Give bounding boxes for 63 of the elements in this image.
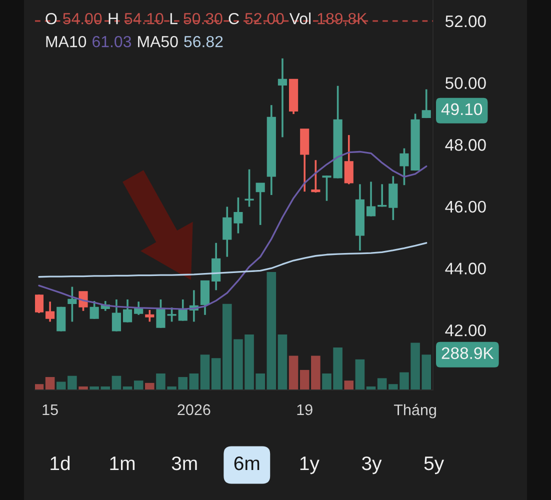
- candlestick: [212, 242, 221, 292]
- candlestick: [244, 168, 254, 208]
- text: 49.10: [441, 103, 482, 116]
- bar: [266, 272, 276, 390]
- y-tick-label: 52.00: [445, 15, 486, 28]
- bar: [377, 378, 387, 390]
- candlestick: [145, 309, 154, 323]
- candlestick: [234, 196, 243, 234]
- bar: [278, 334, 288, 390]
- candlestick: [200, 280, 210, 316]
- candlestick: [68, 286, 77, 323]
- candlestick: [178, 298, 188, 322]
- bar: [344, 380, 354, 390]
- text: 3y: [362, 456, 382, 474]
- candlestick: [78, 290, 88, 312]
- y-tick-label: 50.00: [445, 77, 486, 90]
- bar: [45, 377, 55, 390]
- y-tick-label: 44.00: [445, 262, 486, 274]
- candlestick: [156, 298, 166, 329]
- candlestick: [222, 206, 232, 258]
- candlestick: [134, 300, 144, 316]
- candlestick: [400, 147, 409, 186]
- bar: [211, 358, 221, 390]
- candlestick: [366, 180, 376, 218]
- candlestick: [90, 300, 99, 320]
- text: O 54.00 H 54.10 L 50.30 C 52.00 Vol 189,8K: [46, 12, 368, 26]
- text: 6m: [234, 456, 260, 470]
- candlestick: [422, 88, 431, 119]
- candlestick: [256, 182, 265, 226]
- candlestick: [344, 134, 354, 186]
- candlestick: [46, 300, 55, 323]
- x-tick-label: 2026: [178, 404, 210, 416]
- text: 5y: [424, 456, 444, 474]
- x-tick-label: Tháng: [394, 404, 436, 418]
- bar: [134, 380, 144, 390]
- text: 1d: [50, 456, 70, 470]
- candlestick: [56, 306, 66, 332]
- x-tick-label: 15: [42, 404, 58, 416]
- bar: [189, 373, 199, 390]
- text: 1m: [110, 456, 135, 470]
- text: 3m: [172, 456, 197, 470]
- y-tick-label: 48.00: [445, 139, 486, 151]
- candlestick: [112, 298, 121, 332]
- candlestick: [388, 175, 398, 221]
- bar: [112, 376, 122, 390]
- bar: [200, 354, 210, 390]
- candlestick: [378, 183, 387, 208]
- candlestick: [167, 306, 176, 323]
- candlestick: [35, 294, 44, 314]
- candlestick: [122, 298, 132, 324]
- candlestick: [322, 174, 332, 202]
- y-tick-label: 46.00: [445, 200, 486, 213]
- bar: [355, 359, 365, 390]
- bar: [288, 356, 298, 390]
- text: 1y: [300, 456, 320, 474]
- annotation: MA10 61.03 MA50 56.82: [46, 36, 223, 48]
- x-tick-label: 19: [297, 404, 312, 416]
- candlestick: [311, 159, 320, 194]
- bar: [145, 382, 154, 390]
- bar: [35, 384, 44, 390]
- candlestick: [278, 58, 288, 138]
- y-tick-label: 42.00: [445, 324, 486, 336]
- text: 288.9K: [442, 347, 494, 360]
